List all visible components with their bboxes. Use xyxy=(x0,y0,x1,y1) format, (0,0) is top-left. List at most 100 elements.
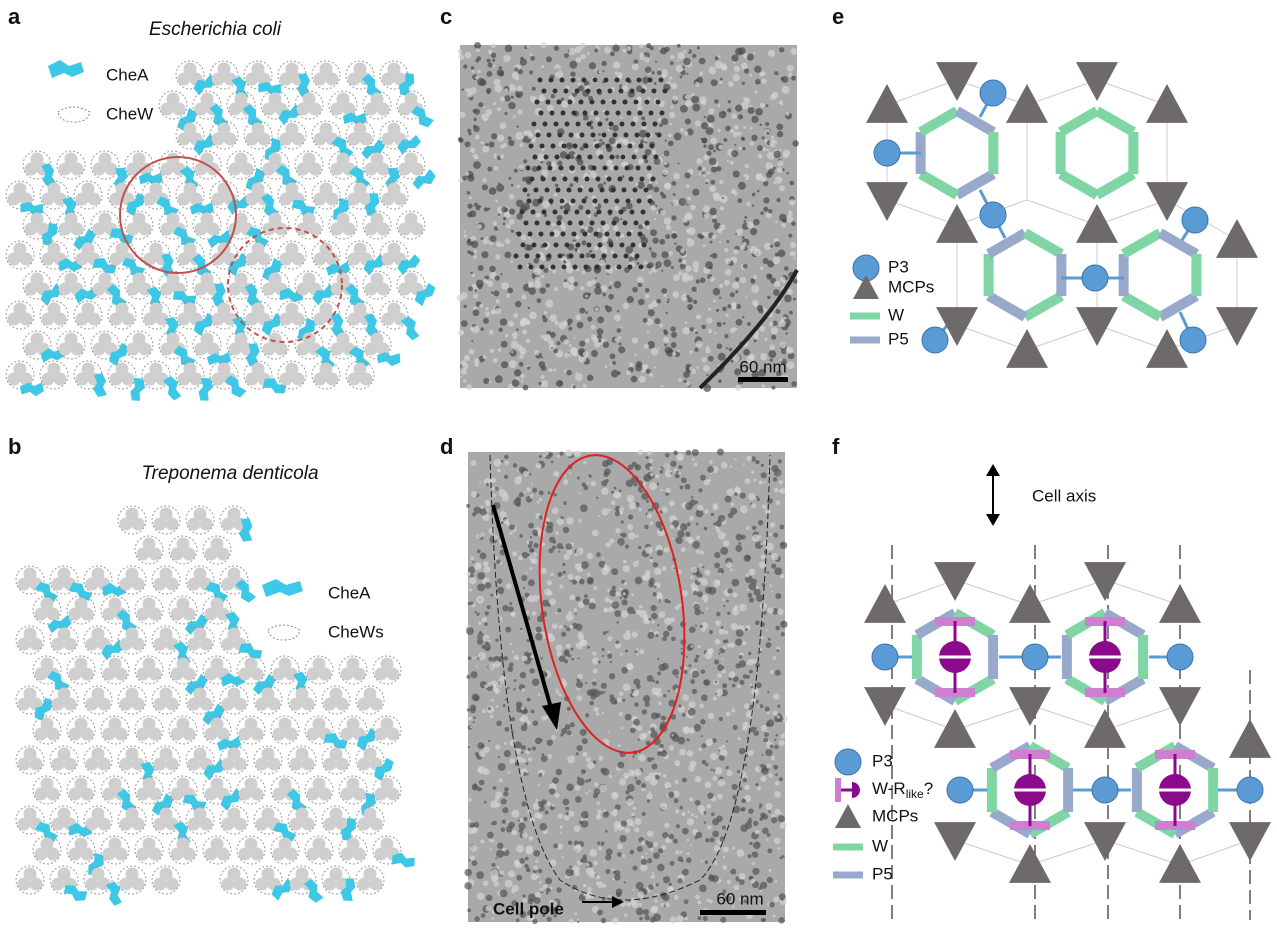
texture xyxy=(601,918,606,923)
texture xyxy=(521,235,527,241)
texture xyxy=(474,563,481,570)
lattice-dot xyxy=(615,78,620,83)
trimer xyxy=(263,163,276,176)
texture xyxy=(680,523,688,531)
texture xyxy=(614,809,617,812)
texture xyxy=(574,912,577,915)
texture xyxy=(718,104,721,107)
texture xyxy=(791,381,797,387)
texture xyxy=(529,473,532,476)
lattice-dot xyxy=(626,199,631,204)
texture xyxy=(515,301,522,308)
trimer xyxy=(280,253,293,266)
texture xyxy=(725,258,731,264)
texture xyxy=(585,713,589,717)
texture xyxy=(657,347,659,349)
texture xyxy=(731,188,736,193)
lattice-dot xyxy=(621,155,626,160)
texture xyxy=(765,122,769,126)
texture xyxy=(546,161,551,166)
texture xyxy=(724,334,728,338)
texture xyxy=(551,223,555,227)
texture xyxy=(651,348,659,356)
texture xyxy=(557,161,562,166)
texture xyxy=(727,108,731,112)
texture xyxy=(705,781,712,788)
texture xyxy=(637,846,643,852)
texture xyxy=(569,865,572,868)
trimer xyxy=(154,518,167,531)
texture xyxy=(631,631,637,637)
texture xyxy=(564,279,567,282)
texture xyxy=(575,613,577,615)
lattice-dot xyxy=(637,199,642,204)
texture xyxy=(652,872,654,874)
texture xyxy=(713,288,721,296)
texture xyxy=(749,597,754,602)
lattice-dot xyxy=(642,122,647,127)
texture xyxy=(521,294,526,299)
texture xyxy=(541,65,544,68)
texture xyxy=(755,79,761,85)
texture xyxy=(585,682,587,684)
texture xyxy=(467,203,472,208)
trimer xyxy=(18,878,31,891)
panel-f-art xyxy=(833,464,1271,920)
texture xyxy=(579,308,585,314)
trimer xyxy=(35,848,48,861)
texture xyxy=(533,543,538,548)
texture xyxy=(643,474,651,482)
texture xyxy=(640,54,646,60)
texture xyxy=(624,913,627,916)
texture xyxy=(520,59,527,66)
trimer xyxy=(280,313,293,326)
texture xyxy=(568,284,574,290)
texture xyxy=(701,743,706,748)
legend-chew xyxy=(268,625,300,640)
texture xyxy=(617,538,625,546)
panel-label: f xyxy=(832,434,840,459)
texture xyxy=(477,653,480,656)
trimer xyxy=(110,373,123,386)
texture xyxy=(496,299,500,303)
texture xyxy=(511,810,519,818)
texture xyxy=(494,226,499,231)
texture xyxy=(491,44,496,49)
lattice-dot xyxy=(643,155,648,160)
texture xyxy=(509,360,517,368)
texture xyxy=(714,194,722,202)
texture xyxy=(638,891,645,898)
lattice-dot xyxy=(606,144,611,149)
texture xyxy=(468,746,470,748)
texture xyxy=(597,801,600,804)
texture xyxy=(754,90,757,93)
texture xyxy=(467,212,472,217)
texture xyxy=(548,368,552,372)
panel-label: b xyxy=(8,434,21,459)
texture xyxy=(740,277,746,283)
texture xyxy=(540,335,543,338)
texture xyxy=(509,209,515,215)
texture xyxy=(493,221,497,225)
texture xyxy=(710,137,717,144)
texture xyxy=(704,479,710,485)
texture xyxy=(525,857,529,861)
legend-text: CheW xyxy=(106,104,153,123)
texture xyxy=(670,461,676,467)
texture xyxy=(561,576,563,578)
texture xyxy=(773,533,778,538)
trimer xyxy=(59,163,72,176)
texture xyxy=(744,216,747,219)
texture xyxy=(501,361,508,368)
texture xyxy=(553,368,556,371)
texture xyxy=(727,304,731,308)
texture xyxy=(637,653,639,655)
texture xyxy=(715,767,723,775)
texture xyxy=(747,819,752,824)
texture xyxy=(672,352,676,356)
texture xyxy=(696,536,700,540)
texture xyxy=(779,342,786,349)
texture xyxy=(690,844,692,846)
trimer xyxy=(154,818,167,831)
grid xyxy=(887,200,957,225)
